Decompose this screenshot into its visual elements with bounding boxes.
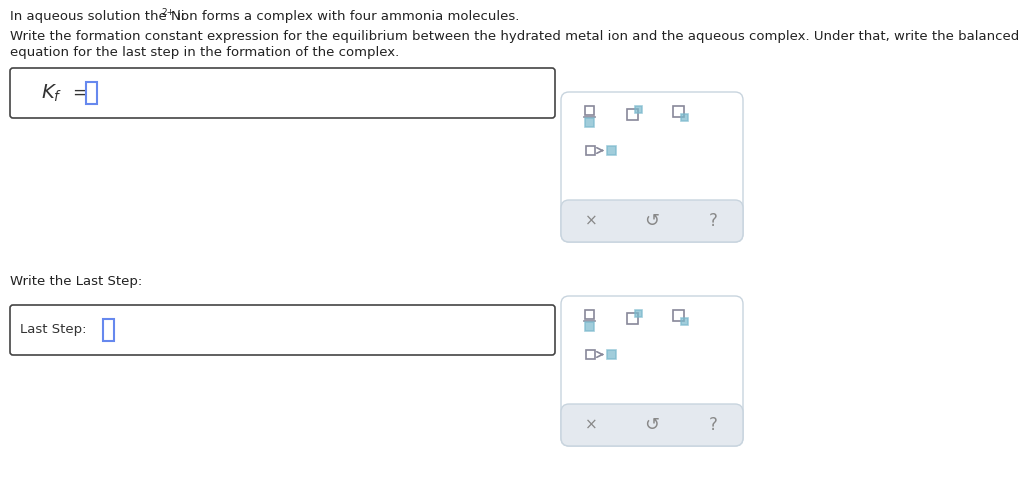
Bar xyxy=(585,118,594,127)
Text: ×: × xyxy=(585,418,597,433)
Bar xyxy=(627,109,638,120)
FancyBboxPatch shape xyxy=(10,305,555,355)
Text: equation for the last step in the formation of the complex.: equation for the last step in the format… xyxy=(10,46,399,59)
Text: ?: ? xyxy=(709,212,718,230)
Bar xyxy=(585,310,594,319)
Bar xyxy=(681,318,688,325)
Text: ×: × xyxy=(585,213,597,228)
Text: ↺: ↺ xyxy=(644,416,659,434)
FancyBboxPatch shape xyxy=(561,92,743,242)
Bar xyxy=(586,350,595,359)
Bar xyxy=(674,106,684,117)
Text: In aqueous solution the Ni: In aqueous solution the Ni xyxy=(10,10,184,23)
Text: ion forms a complex with four ammonia molecules.: ion forms a complex with four ammonia mo… xyxy=(173,10,519,23)
Bar xyxy=(674,310,684,321)
Bar xyxy=(607,146,616,155)
Bar xyxy=(586,146,595,155)
FancyBboxPatch shape xyxy=(561,404,743,446)
FancyBboxPatch shape xyxy=(561,200,743,242)
Text: =: = xyxy=(72,84,87,102)
Bar xyxy=(635,310,642,317)
FancyBboxPatch shape xyxy=(10,68,555,118)
Text: $\mathit{K}_f$: $\mathit{K}_f$ xyxy=(41,82,62,104)
Text: 2+: 2+ xyxy=(161,8,174,17)
Text: Write the Last Step:: Write the Last Step: xyxy=(10,275,142,288)
FancyBboxPatch shape xyxy=(561,296,743,446)
Bar xyxy=(585,106,594,115)
Text: Write the formation constant expression for the equilibrium between the hydrated: Write the formation constant expression … xyxy=(10,30,1024,43)
Bar xyxy=(103,319,114,341)
Bar xyxy=(635,106,642,113)
Bar xyxy=(585,322,594,331)
Bar xyxy=(86,82,97,104)
Text: ?: ? xyxy=(709,416,718,434)
Bar xyxy=(681,114,688,121)
Text: Last Step:: Last Step: xyxy=(20,323,86,336)
Bar xyxy=(607,350,616,359)
Text: ↺: ↺ xyxy=(644,212,659,230)
Bar xyxy=(627,313,638,324)
